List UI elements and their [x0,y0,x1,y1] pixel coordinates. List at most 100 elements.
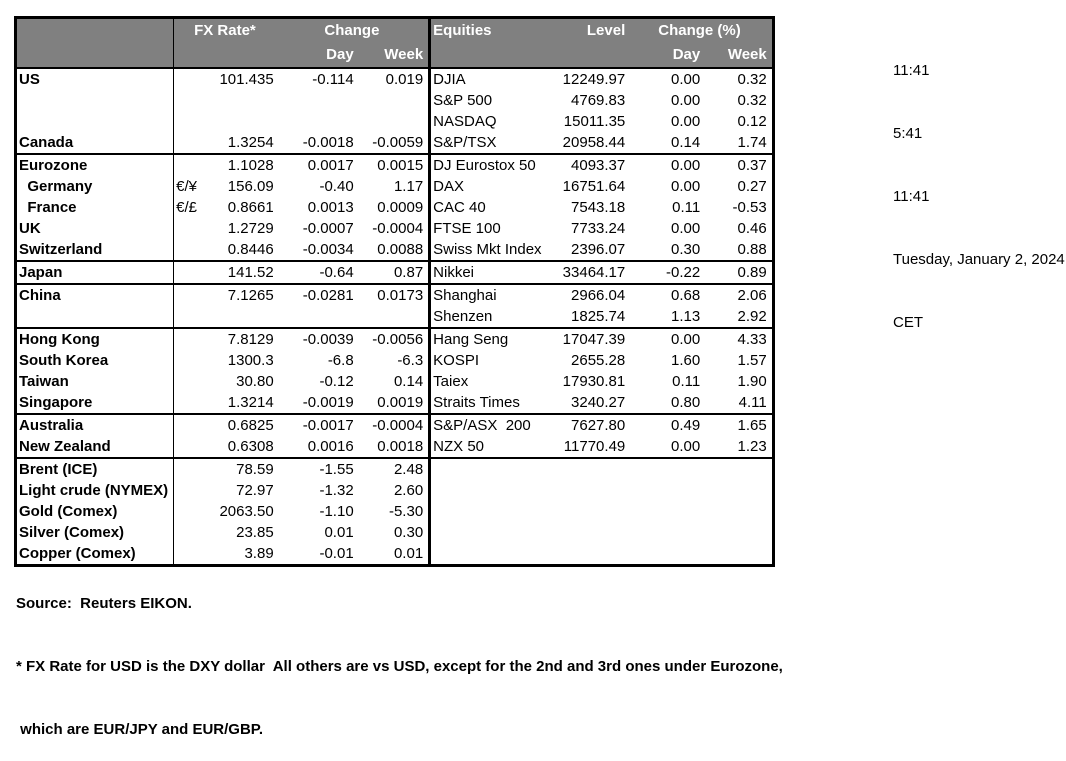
equity-day-change-cell [630,522,705,543]
page: { "colors": { "header_bg": "#808080", "h… [14,16,1065,738]
equity-week-change-cell: 4.11 [738,394,767,411]
equity-level-cell [561,522,631,543]
fx-week-change-cell: -0.0004 [358,413,430,436]
fx-rate-cell: 0.8446 [227,241,274,258]
fx-pair-symbol-cell [173,260,204,284]
fx-rate-cell: 23.85 [236,524,274,541]
fx-week-change-cell: 0.0088 [377,241,424,258]
table-row: Copper (Comex) 3.89 -0.01 0.01 [15,543,774,566]
fx-rate-cell: 7.1265 [203,283,279,306]
equity-name-cell: FTSE 100 [428,218,561,239]
equity-day-change-cell: 0.30 [671,241,701,258]
equity-name-cell: Shenzen [428,306,561,328]
fx-name-cell: South Korea [15,350,175,371]
equity-week-change-cell: 2.92 [737,308,767,325]
equity-day-change-cell [630,457,706,480]
fx-day-change-cell: 0.0016 [307,438,354,455]
fx-rate-cell: 7.8129 [203,327,279,350]
table-row: Canada 1.3254 -0.0018 -0.0059 S&P/TSX 20958.4… [15,132,774,154]
equity-name-cell: S&P/TSX [428,132,561,154]
fx-pair-symbol-cell: €/¥ [176,178,198,195]
fx-rate-cell: 156.09 [227,178,274,195]
fx-pair-symbol-cell [173,413,204,436]
table-row: Gold (Comex) 2063.50 -1.10 -5.30 [15,501,774,522]
fx-day-change-cell: 0.0017 [278,153,359,176]
table-body: US 101.435 -0.114 0.019 DJIA 12249.97 0.00 0.32… [15,68,774,566]
blank-header-cell [560,43,631,69]
equity-level-cell: 33464.17 [560,260,631,284]
equity-name-cell: KOSPI [428,350,561,371]
equity-day-change-cell: 0.00 [671,178,701,195]
fx-pair-symbol-cell [174,350,204,371]
fx-week-change-cell: 0.0173 [358,283,430,306]
date-line: Tuesday, January 2, 2024 [893,251,1065,268]
fx-rate-cell: 0.6308 [227,438,274,455]
equity-day-change-cell: 0.68 [630,283,706,306]
equity-week-change-cell: 0.89 [705,260,774,284]
fx-name-cell: Germany [15,176,175,197]
fx-name-cell: UK [15,218,175,239]
equity-name-cell: Hang Seng [428,327,561,350]
fx-rate-cell: 2063.50 [219,503,274,520]
fx-pair-symbol-cell: €/£ [176,199,198,216]
fx-name-cell: Brent (ICE) [15,457,175,480]
fx-day-change-cell: -1.55 [278,457,359,480]
fx-day-change-cell: -0.114 [312,71,354,88]
timezone-label: CET [893,314,923,331]
equity-day-change-cell: 0.00 [630,327,706,350]
fx-name-cell: US [15,68,175,90]
fx-pair-symbol-cell [174,306,204,328]
fx-day-change-cell: -0.0007 [302,220,354,237]
equity-day-change-cell: 0.00 [671,71,701,88]
fx-rate-cell: 1.3254 [227,134,274,151]
fx-day-change-cell: -0.0017 [278,413,359,436]
equity-level-cell: 2966.04 [560,283,631,306]
equity-day-change-cell: 0.80 [671,394,701,411]
fx-rate-cell: 3.89 [244,545,274,562]
equity-level-cell [560,457,631,480]
fx-week-change-cell [359,306,430,328]
fx-day-change-cell: -0.0018 [302,134,354,151]
fx-name-cell: Singapore [15,392,175,414]
equity-level-cell: 1825.74 [571,308,626,325]
equity-day-change-cell [630,480,705,501]
table-row: S&P 500 4769.83 0.00 0.32 [15,90,774,111]
fx-day-change-cell: -0.0281 [278,283,359,306]
fx-week-change-cell: 0.0009 [377,199,424,216]
equity-day-change-cell: 0.00 [671,92,701,109]
source-line: Source: Reuters EIKON. [16,595,192,612]
equity-level-cell: 4093.37 [560,153,631,176]
level-header: Level [560,17,631,43]
table-row: China 7.1265 -0.0281 0.0173 Shanghai 2966.04 0… [15,283,774,306]
fx-day-change-cell: -6.8 [327,352,354,369]
fx-rate-cell: 72.97 [236,482,274,499]
table-row: South Korea 1300.3 -6.8 -6.3 KOSPI 2655.28 1.6… [15,350,774,371]
fx-rate-cell: 0.8661 [227,199,274,216]
fx-rate-cell: 1.3214 [227,394,274,411]
fx-name-cell: Switzerland [15,239,175,261]
fx-week-change-cell: 1.17 [393,178,424,195]
equity-day-change-cell: 0.11 [672,373,701,390]
footnote-line-2: which are EUR/JPY and EUR/GBP. [16,721,264,738]
time-tertiary: 11:41 [893,188,930,205]
equity-week-change-cell: 0.46 [737,220,767,237]
fx-day-header: Day [278,43,359,69]
fx-pair-symbol-cell [174,68,204,90]
fx-name-cell [15,111,175,132]
table-row: Hong Kong 7.8129 -0.0039 -0.0056 Hang Seng 17… [15,327,774,350]
fx-week-change-cell: 0.0015 [358,153,430,176]
fx-day-change-cell: 0.01 [324,524,354,541]
fx-day-change-cell: -0.0019 [302,394,354,411]
fx-pair-symbol-cell [173,327,204,350]
equity-level-cell: 17047.39 [560,327,631,350]
table-row: Eurozone 1.1028 0.0017 0.0015 DJ Eurostox 50… [15,153,774,176]
blank-header-cell [203,43,279,69]
equity-name-cell: Taiex [428,371,561,392]
fx-name-cell: Canada [15,132,175,154]
blank-header-cell [15,43,175,69]
equity-level-cell: 12249.97 [562,71,626,88]
equity-name-cell: Shanghai [428,283,561,306]
fx-week-change-cell: 0.30 [393,524,424,541]
eq-change-header: Change (%) [630,17,774,43]
table-row: Light crude (NYMEX) 72.97 -1.32 2.60 [15,480,774,501]
